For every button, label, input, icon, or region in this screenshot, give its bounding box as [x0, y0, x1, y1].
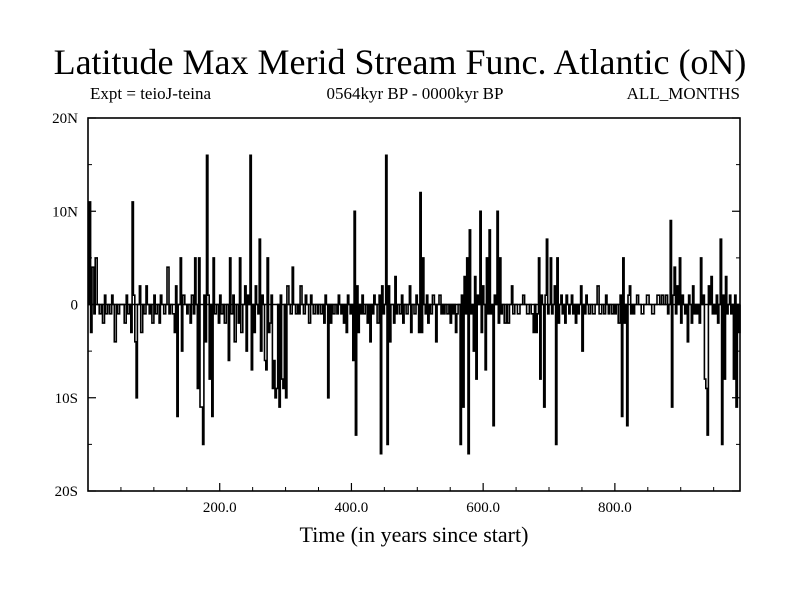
y-tick-label: 20N [52, 111, 78, 127]
chart-subtitle: 0564kyr BP - 0000kyr BP [326, 84, 504, 103]
x-tick-label: 600.0 [466, 500, 500, 516]
months-label: ALL_MONTHS [626, 84, 740, 103]
x-tick-label: 400.0 [335, 500, 369, 516]
x-tick-label: 200.0 [203, 500, 237, 516]
y-tick-label: 10N [52, 204, 78, 220]
chart-title: Latitude Max Merid Stream Func. Atlantic… [53, 42, 747, 82]
series-line [88, 154, 741, 455]
x-axis-label: Time (in years since start) [299, 522, 529, 547]
y-tick-label: 20S [55, 484, 78, 500]
y-tick-label: 10S [55, 391, 78, 407]
experiment-label: Expt = teioJ-teina [90, 84, 212, 103]
plot-frame [87, 117, 741, 492]
y-tick-label: 0 [71, 298, 79, 314]
x-tick-label: 800.0 [598, 500, 632, 516]
